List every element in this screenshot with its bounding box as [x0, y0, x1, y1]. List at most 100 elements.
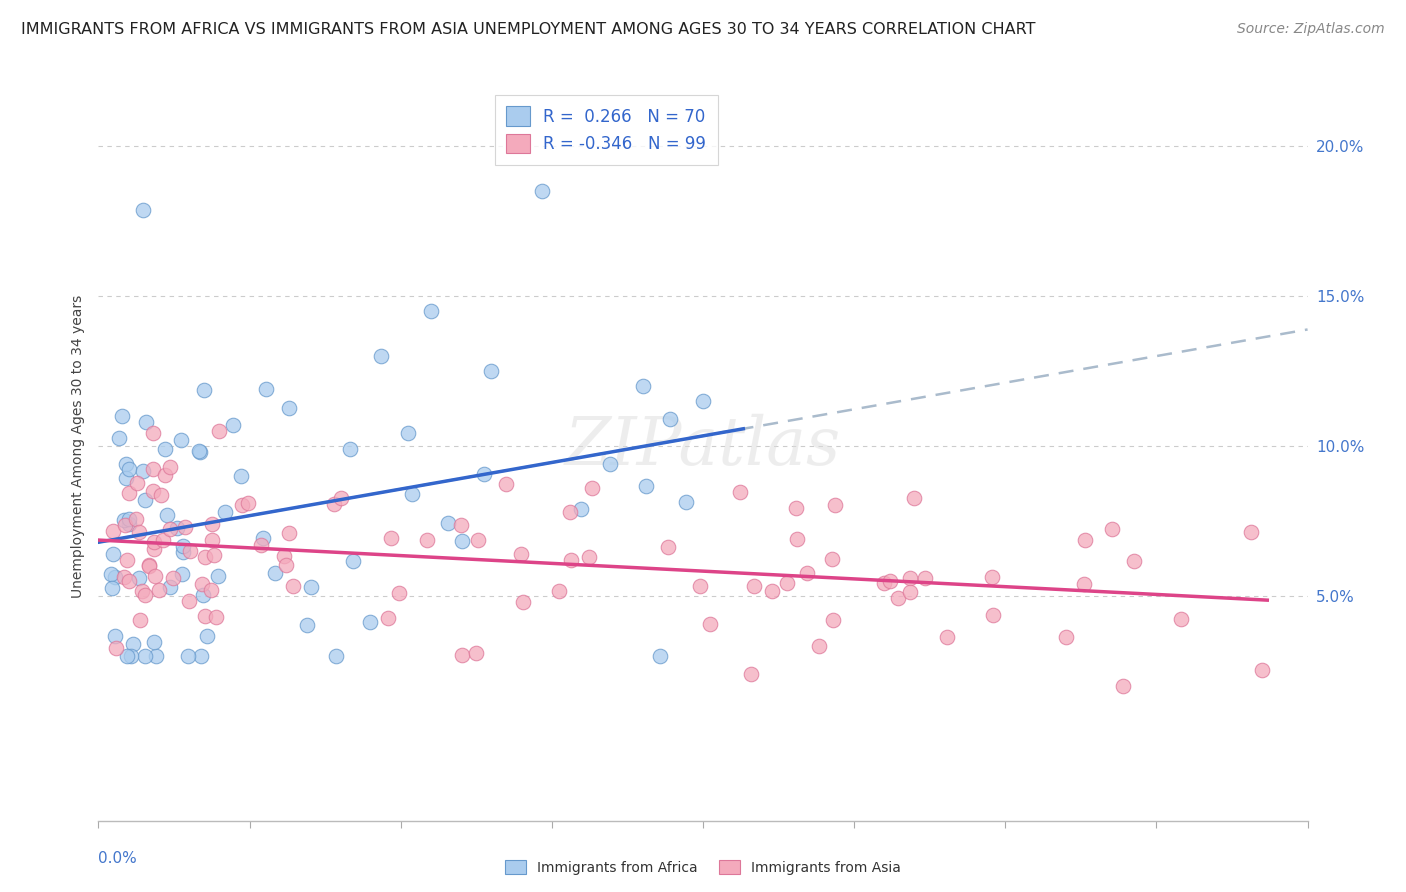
Point: [689, 579, 711, 593]
Point: [295, 617, 318, 632]
Point: [112, 513, 135, 527]
Point: [131, 583, 153, 598]
Point: [108, 431, 131, 445]
Point: [558, 505, 581, 519]
Point: [152, 533, 174, 547]
Point: [200, 582, 222, 597]
Point: [359, 615, 381, 630]
Point: [330, 491, 353, 505]
Point: [170, 433, 193, 447]
Point: [118, 511, 141, 525]
Point: [692, 394, 714, 409]
Point: [194, 609, 217, 624]
Point: [120, 648, 142, 663]
Point: [145, 648, 167, 663]
Point: [578, 550, 600, 565]
Point: [153, 467, 176, 482]
Point: [124, 512, 146, 526]
Point: [105, 641, 128, 656]
Point: [172, 567, 194, 582]
Point: [103, 570, 125, 584]
Point: [103, 524, 125, 538]
Point: [162, 570, 184, 584]
Point: [786, 532, 808, 546]
Point: [132, 203, 155, 218]
Point: [273, 549, 295, 563]
Point: [148, 582, 170, 597]
Point: [281, 578, 304, 592]
Point: [560, 552, 582, 566]
Text: 0.0%: 0.0%: [98, 851, 138, 866]
Point: [342, 553, 364, 567]
Point: [177, 648, 200, 663]
Text: Source: ZipAtlas.com: Source: ZipAtlas.com: [1237, 22, 1385, 37]
Point: [207, 569, 229, 583]
Point: [114, 457, 136, 471]
Point: [548, 584, 571, 599]
Point: [100, 567, 122, 582]
Point: [599, 458, 621, 472]
Point: [264, 566, 287, 580]
Point: [274, 558, 297, 572]
Point: [142, 426, 165, 441]
Point: [420, 304, 443, 318]
Point: [650, 648, 672, 663]
Y-axis label: Unemployment Among Ages 30 to 34 years: Unemployment Among Ages 30 to 34 years: [70, 294, 84, 598]
Point: [401, 486, 423, 500]
Point: [761, 583, 783, 598]
Point: [299, 580, 322, 594]
Point: [509, 547, 531, 561]
Point: [252, 531, 274, 545]
Point: [277, 401, 299, 415]
Point: [114, 517, 136, 532]
Text: IMMIGRANTS FROM AFRICA VS IMMIGRANTS FROM ASIA UNEMPLOYMENT AMONG AGES 30 TO 34 : IMMIGRANTS FROM AFRICA VS IMMIGRANTS FRO…: [21, 22, 1036, 37]
Point: [1101, 522, 1123, 536]
Point: [143, 635, 166, 649]
Point: [380, 532, 402, 546]
Point: [659, 412, 682, 426]
Point: [201, 533, 224, 547]
Point: [134, 648, 156, 663]
Point: [114, 471, 136, 485]
Point: [159, 580, 181, 594]
Point: [191, 589, 214, 603]
Point: [128, 571, 150, 585]
Point: [110, 409, 132, 423]
Point: [1123, 554, 1146, 568]
Point: [156, 508, 179, 523]
Point: [983, 607, 1005, 622]
Point: [231, 498, 253, 512]
Point: [887, 591, 910, 605]
Point: [325, 648, 347, 663]
Point: [472, 467, 495, 481]
Point: [740, 667, 762, 681]
Point: [143, 568, 166, 582]
Point: [981, 570, 1004, 584]
Point: [118, 486, 141, 500]
Point: [118, 462, 141, 476]
Point: [231, 469, 253, 483]
Point: [728, 484, 751, 499]
Point: [173, 540, 195, 554]
Point: [495, 477, 517, 491]
Point: [159, 522, 181, 536]
Point: [1073, 576, 1095, 591]
Point: [201, 516, 224, 531]
Point: [128, 525, 150, 540]
Point: [159, 460, 181, 475]
Point: [450, 533, 472, 548]
Point: [193, 383, 215, 397]
Point: [699, 617, 721, 632]
Point: [821, 613, 844, 627]
Point: [150, 488, 173, 502]
Point: [134, 587, 156, 601]
Point: [166, 521, 188, 535]
Point: [914, 571, 936, 585]
Point: [214, 505, 236, 519]
Point: [873, 575, 896, 590]
Point: [631, 379, 654, 393]
Point: [879, 574, 901, 589]
Point: [776, 576, 799, 591]
Point: [250, 538, 273, 552]
Point: [581, 481, 603, 495]
